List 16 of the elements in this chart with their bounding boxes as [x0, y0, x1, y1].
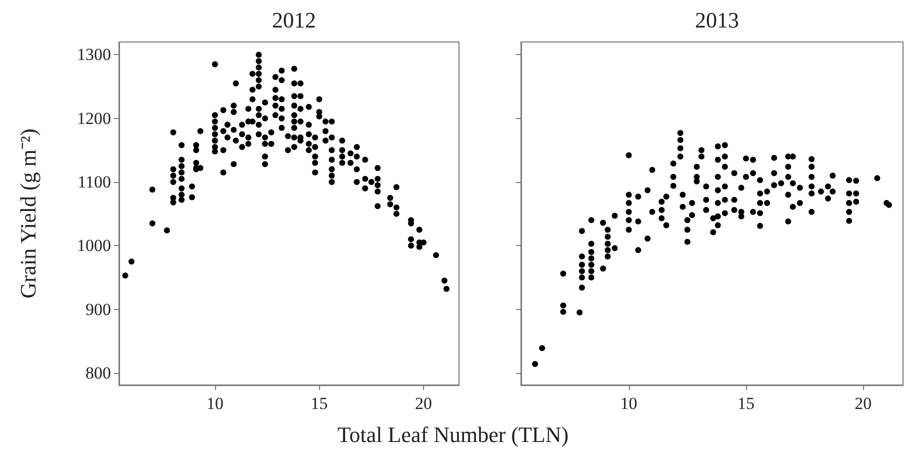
x-tick-label: 15 — [737, 394, 754, 413]
x-axis-title: Total Leaf Number (TLN) — [336, 422, 570, 448]
y-tick-label: 1300 — [77, 45, 111, 64]
y-tick-label: 800 — [86, 363, 111, 382]
chart-title: 2012 — [272, 8, 316, 32]
y-tick-label: 1200 — [77, 108, 111, 128]
y-tick-label: 900 — [86, 300, 111, 319]
y-tick-label: 1000 — [77, 236, 111, 256]
x-tick-label: 10 — [620, 394, 638, 413]
x-tick-label: 20 — [415, 394, 432, 413]
chart-title: 2013 — [695, 8, 739, 32]
y-axis-title: Grain Yield (g m⁻²) — [16, 128, 40, 298]
x-tick-label: 10 — [206, 394, 224, 413]
x-tick-label: 15 — [310, 394, 328, 413]
x-tick-label: 20 — [854, 394, 872, 413]
y-tick-label: 1100 — [78, 172, 111, 192]
